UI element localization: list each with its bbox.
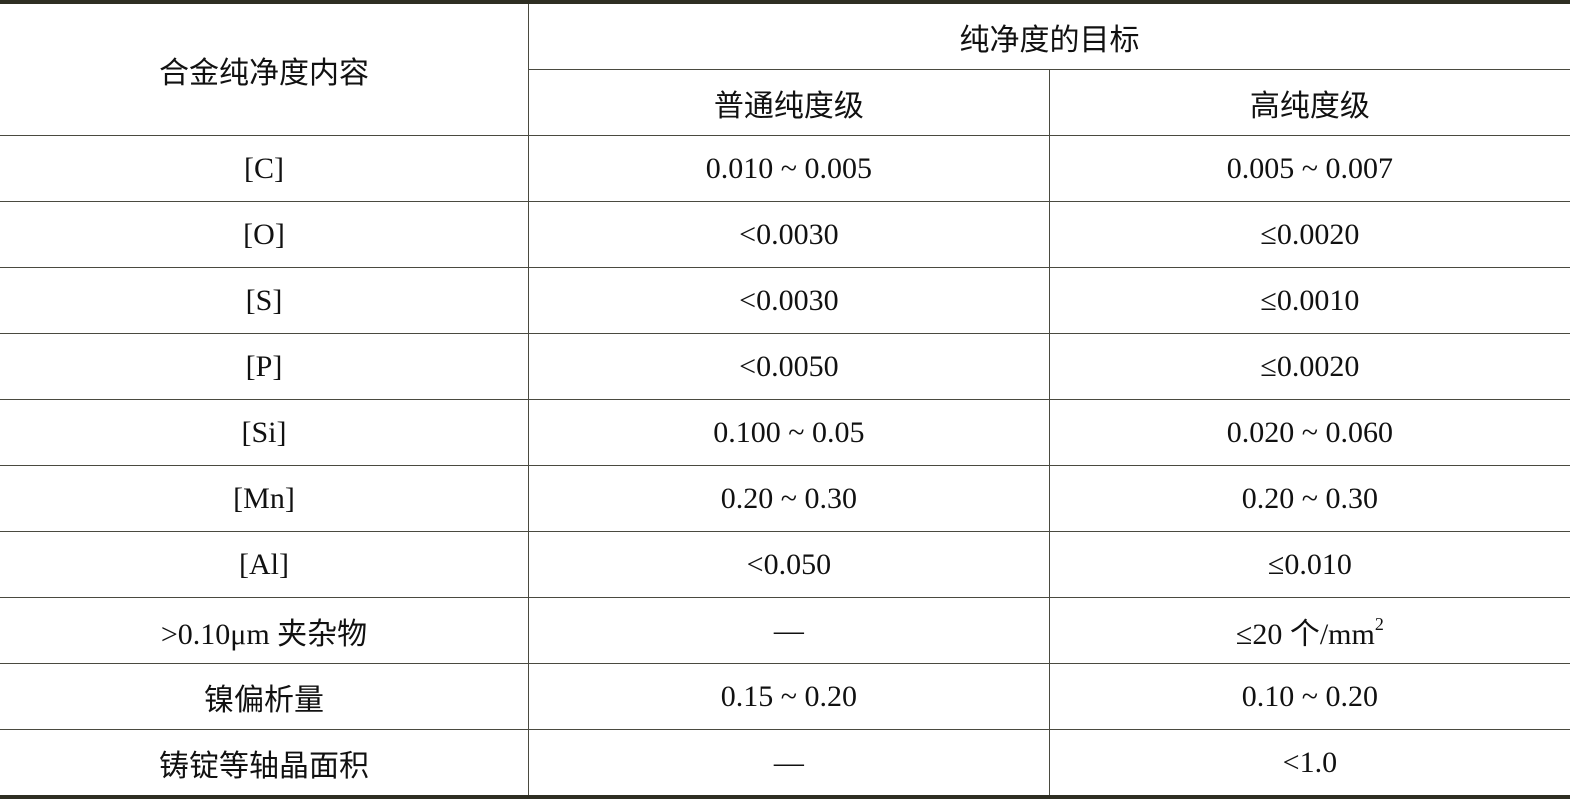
cell-normal: 0.010 ~ 0.005	[528, 135, 1050, 202]
cell-label: [Mn]	[0, 465, 529, 532]
cell-label: [Si]	[0, 399, 529, 466]
cell-high: <1.0	[1048, 729, 1570, 798]
cell-text: 0.020 ~ 0.060	[1226, 415, 1393, 449]
cell-high: ≤0.0010	[1048, 267, 1570, 334]
cell-text: —	[773, 613, 804, 647]
cell-text: [Mn]	[233, 481, 295, 515]
superscript: 2	[1374, 613, 1384, 634]
cell-normal: <0.0030	[528, 201, 1050, 268]
cell-normal: 0.20 ~ 0.30	[528, 465, 1050, 532]
cell-text: [O]	[243, 217, 285, 251]
subheader-row: 普通纯度级 高纯度级	[0, 69, 1570, 136]
cell-label: [P]	[0, 333, 529, 400]
table-row: 铸锭等轴晶面积 — <1.0	[0, 729, 1570, 798]
cell-text: 0.20 ~ 0.30	[720, 481, 857, 515]
table-row: [P] <0.0050 ≤0.0020	[0, 333, 1570, 400]
cell-text: [S]	[245, 283, 283, 317]
table-row: [Mn] 0.20 ~ 0.30 0.20 ~ 0.30	[0, 465, 1570, 532]
cell-high: ≤0.0020	[1048, 201, 1570, 268]
cell-high: ≤20 个/mm2	[1048, 597, 1570, 664]
cell-normal: 0.100 ~ 0.05	[528, 399, 1050, 466]
table-row: 镍偏析量 0.15 ~ 0.20 0.10 ~ 0.20	[0, 663, 1570, 730]
column-header-high: 高纯度级	[1048, 69, 1570, 136]
cell-normal: <0.050	[528, 531, 1050, 598]
cell-text: <0.0030	[739, 217, 839, 251]
cell-high: 0.005 ~ 0.007	[1048, 135, 1570, 202]
table-row: [C] 0.010 ~ 0.005 0.005 ~ 0.007	[0, 135, 1570, 202]
table-row: [O] <0.0030 ≤0.0020	[0, 201, 1570, 268]
cell-high: ≤0.0020	[1048, 333, 1570, 400]
cell-normal: <0.0030	[528, 267, 1050, 334]
cell-text: [Si]	[241, 415, 287, 449]
cell-text: <0.0050	[739, 349, 839, 383]
cell-label: [Al]	[0, 531, 529, 598]
cell-text: 镍偏析量	[204, 683, 324, 717]
cell-text: <1.0	[1282, 745, 1338, 779]
table-row: [Si] 0.100 ~ 0.05 0.020 ~ 0.060	[0, 399, 1570, 466]
cell-text: ≤0.0020	[1260, 349, 1360, 383]
cell-normal: —	[528, 729, 1050, 798]
cell-text: 0.20 ~ 0.30	[1241, 481, 1378, 515]
cell-text: [C]	[244, 151, 284, 185]
cell-normal: —	[528, 597, 1050, 664]
cell-text: ≤0.010	[1267, 547, 1352, 581]
group-header: 纯净度的目标	[528, 1, 1570, 70]
cell-text: —	[773, 745, 804, 779]
cell-high: 0.10 ~ 0.20	[1048, 663, 1570, 730]
cell-text: <0.0030	[739, 283, 839, 317]
table-row: [S] <0.0030 ≤0.0010	[0, 267, 1570, 334]
cell-text: 0.100 ~ 0.05	[713, 415, 865, 449]
header-row: 合金纯净度内容 纯净度的目标	[0, 1, 1570, 136]
cell-high: 0.20 ~ 0.30	[1048, 465, 1570, 532]
cell-high: 0.020 ~ 0.060	[1048, 399, 1570, 466]
cell-label: [S]	[0, 267, 529, 334]
column-header-normal: 普通纯度级	[528, 69, 1050, 136]
cell-text: ≤20 个/mm	[1235, 617, 1375, 651]
cell-text: 铸锭等轴晶面积	[159, 749, 369, 783]
cell-text: [P]	[245, 349, 283, 383]
cell-label: 铸锭等轴晶面积	[0, 729, 529, 798]
cell-text: ≤0.0010	[1260, 283, 1360, 317]
cell-text: 0.10 ~ 0.20	[1241, 679, 1378, 713]
cell-text: [Al]	[239, 547, 289, 581]
table-row: [Al] <0.050 ≤0.010	[0, 531, 1570, 598]
cell-text: >0.10μm 夹杂物	[160, 617, 368, 651]
cell-label: [C]	[0, 135, 529, 202]
cell-label: [O]	[0, 201, 529, 268]
cell-text: 0.010 ~ 0.005	[705, 151, 872, 185]
row-label-header: 合金纯净度内容	[0, 1, 529, 136]
cell-label: 镍偏析量	[0, 663, 529, 730]
cell-text: 0.005 ~ 0.007	[1226, 151, 1393, 185]
table-row: >0.10μm 夹杂物 — ≤20 个/mm2	[0, 597, 1570, 664]
cell-text: <0.050	[746, 547, 832, 581]
cell-normal: 0.15 ~ 0.20	[528, 663, 1050, 730]
cell-text: 0.15 ~ 0.20	[720, 679, 857, 713]
cell-normal: <0.0050	[528, 333, 1050, 400]
cell-high: ≤0.010	[1048, 531, 1570, 598]
cell-text: ≤0.0020	[1260, 217, 1360, 251]
cell-label: >0.10μm 夹杂物	[0, 597, 529, 664]
